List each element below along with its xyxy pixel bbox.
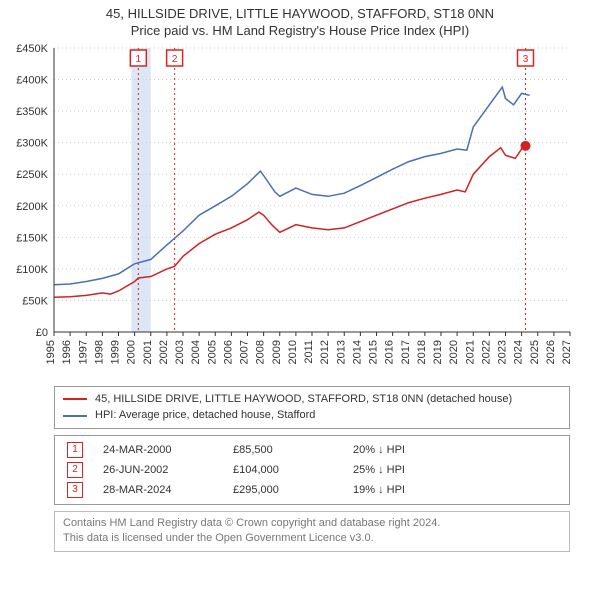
event-date-2: 26-JUN-2002	[99, 460, 229, 480]
price-chart: £0 £50K £100K £150K £200K £250K £300K £350K £400…	[0, 40, 600, 380]
x-tick-label: 1997	[77, 340, 89, 364]
x-tick-label: 2006	[222, 340, 234, 364]
series-property-final-marker	[520, 141, 530, 151]
chart-marker-num-2: 2	[172, 54, 178, 65]
series-hpi	[54, 87, 530, 285]
y-tick-label: £250K	[16, 169, 48, 181]
y-tick-label: £400K	[16, 74, 48, 86]
x-tick-label: 2017	[400, 340, 412, 364]
series-property	[54, 146, 526, 297]
legend-label-hpi: HPI: Average price, detached house, Staf…	[95, 407, 315, 424]
x-tick-label: 2015	[368, 340, 380, 364]
y-tick-label: £350K	[16, 106, 48, 118]
x-tick-label: 2016	[384, 340, 396, 364]
event-delta-1: 20% ↓ HPI	[349, 440, 561, 460]
chart-title-block: 45, HILLSIDE DRIVE, LITTLE HAYWOOD, STAF…	[0, 0, 600, 40]
footer-line2: This data is licensed under the Open Gov…	[63, 531, 561, 546]
x-tick-label: 2010	[287, 340, 299, 364]
x-tick-label: 2007	[239, 340, 251, 364]
x-tick-label: 2020	[448, 340, 460, 364]
legend-label-property: 45, HILLSIDE DRIVE, LITTLE HAYWOOD, STAF…	[95, 391, 512, 408]
x-tick-label: 2005	[206, 340, 218, 364]
x-tick-label: 1995	[45, 340, 57, 364]
event-delta-2: 25% ↓ HPI	[349, 460, 561, 480]
x-tick-label: 2004	[190, 340, 202, 364]
x-tick-label: 2002	[158, 340, 170, 364]
event-marker-3: 3	[67, 482, 83, 498]
x-tick-label: 1998	[93, 340, 105, 364]
y-tick-label: £0	[36, 327, 48, 339]
x-tick-label: 2023	[497, 340, 509, 364]
event-marker-1: 1	[67, 442, 83, 458]
x-tick-label: 2024	[513, 340, 525, 364]
y-tick-label: £300K	[16, 137, 48, 149]
y-tick-label: £150K	[16, 232, 48, 244]
x-tick-label: 2019	[432, 340, 444, 364]
event-shade-band	[131, 48, 150, 332]
x-tick-label: 2018	[416, 340, 428, 364]
event-row: 3 28-MAR-2024 £295,000 19% ↓ HPI	[63, 480, 561, 500]
footer-line1: Contains HM Land Registry data © Crown c…	[63, 516, 561, 531]
event-row: 1 24-MAR-2000 £85,500 20% ↓ HPI	[63, 440, 561, 460]
title-line1: 45, HILLSIDE DRIVE, LITTLE HAYWOOD, STAF…	[0, 6, 600, 23]
legend-swatch-hpi	[63, 415, 87, 417]
event-date-1: 24-MAR-2000	[99, 440, 229, 460]
title-line2: Price paid vs. HM Land Registry's House …	[0, 23, 600, 40]
event-date-3: 28-MAR-2024	[99, 480, 229, 500]
x-tick-label: 2025	[529, 340, 541, 364]
x-tick-label: 1996	[61, 340, 73, 364]
x-tick-label: 2011	[303, 340, 315, 364]
x-tick-label: 2026	[545, 340, 557, 364]
x-tick-label: 2027	[561, 340, 573, 364]
chart-marker-num-1: 1	[136, 54, 142, 65]
legend-swatch-property	[63, 398, 87, 400]
legend: 45, HILLSIDE DRIVE, LITTLE HAYWOOD, STAF…	[54, 386, 570, 429]
attribution-footer: Contains HM Land Registry data © Crown c…	[54, 511, 570, 552]
y-tick-label: £450K	[16, 43, 48, 55]
events-table: 1 24-MAR-2000 £85,500 20% ↓ HPI 2 26-JUN…	[54, 435, 570, 505]
event-row: 2 26-JUN-2002 £104,000 25% ↓ HPI	[63, 460, 561, 480]
legend-item-hpi: HPI: Average price, detached house, Staf…	[63, 407, 561, 424]
x-tick-label: 2013	[335, 340, 347, 364]
x-tick-label: 2009	[271, 340, 283, 364]
event-price-3: £295,000	[229, 480, 349, 500]
x-tick-label: 2014	[351, 340, 363, 364]
legend-item-property: 45, HILLSIDE DRIVE, LITTLE HAYWOOD, STAF…	[63, 391, 561, 408]
x-tick-label: 2008	[255, 340, 267, 364]
x-tick-label: 2012	[319, 340, 331, 364]
chart-container: £0 £50K £100K £150K £200K £250K £300K £350K £400…	[0, 40, 600, 380]
x-tick-label: 2022	[480, 340, 492, 364]
event-marker-2: 2	[67, 462, 83, 478]
chart-marker-num-3: 3	[523, 54, 529, 65]
y-tick-label: £50K	[22, 295, 48, 307]
x-tick-label: 2003	[174, 340, 186, 364]
y-tick-label: £100K	[16, 264, 48, 276]
event-delta-3: 19% ↓ HPI	[349, 480, 561, 500]
x-tick-label: 2001	[142, 340, 154, 364]
x-tick-label: 1999	[110, 340, 122, 364]
event-price-1: £85,500	[229, 440, 349, 460]
x-tick-label: 2000	[126, 340, 138, 364]
event-price-2: £104,000	[229, 460, 349, 480]
x-tick-label: 2021	[464, 340, 476, 364]
y-tick-label: £200K	[16, 201, 48, 213]
